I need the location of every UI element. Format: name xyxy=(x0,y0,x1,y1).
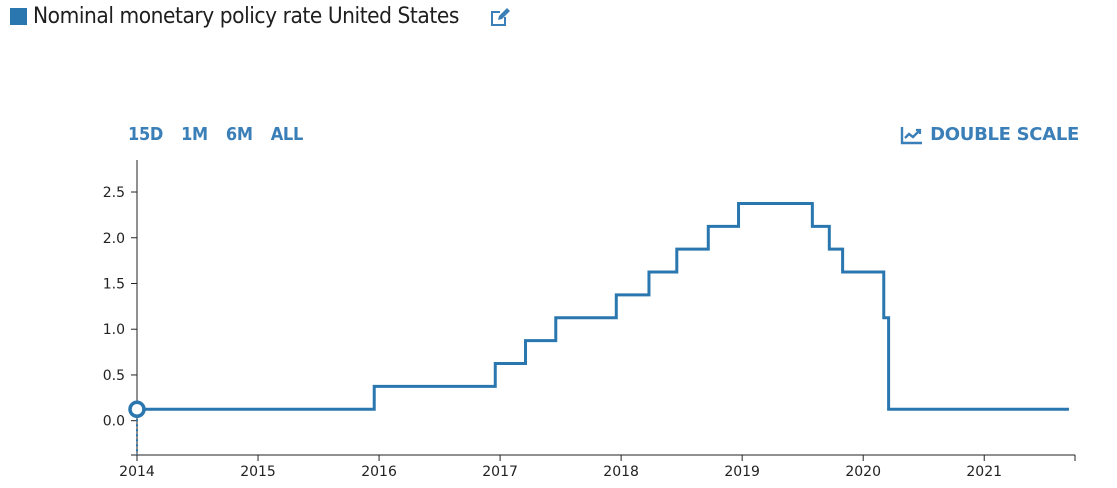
double-scale-button[interactable]: DOUBLE SCALE xyxy=(900,124,1079,145)
range-selector: 15D 1M 6M ALL xyxy=(128,124,303,145)
chart-title: Nominal monetary policy rate United Stat… xyxy=(33,4,459,29)
y-tick-label: 1.0 xyxy=(103,322,125,338)
x-tick-label: 2014 xyxy=(119,464,155,480)
chart-header: Nominal monetary policy rate United Stat… xyxy=(10,4,512,29)
double-scale-label: DOUBLE SCALE xyxy=(930,124,1079,145)
x-tick-label: 2015 xyxy=(240,464,276,480)
x-tick-label: 2017 xyxy=(482,464,518,480)
x-tick-label: 2020 xyxy=(845,464,881,480)
range-15d-button[interactable]: 15D xyxy=(128,124,164,145)
y-tick-label: 2.5 xyxy=(103,185,125,201)
data-point-marker[interactable] xyxy=(128,400,146,419)
x-axis: 2014 2015 2016 2017 2018 2019 2020 2021 xyxy=(119,454,1076,480)
range-1m-button[interactable]: 1M xyxy=(181,124,208,145)
range-all-button[interactable]: ALL xyxy=(270,124,304,145)
y-tick-label: 1.5 xyxy=(103,276,125,292)
series-layer xyxy=(128,201,1069,455)
y-tick-label: 2.0 xyxy=(103,231,125,247)
y-tick-label: 0.0 xyxy=(103,414,125,430)
edit-icon[interactable] xyxy=(488,5,512,29)
x-tick-label: 2016 xyxy=(361,464,397,480)
x-tick-label: 2018 xyxy=(603,464,639,480)
line-chart-icon xyxy=(900,126,923,144)
legend-swatch xyxy=(10,8,27,25)
x-tick-label: 2021 xyxy=(966,464,1002,480)
y-tick-label: 0.5 xyxy=(103,368,125,384)
y-axis: 0.0 0.5 1.0 1.5 2.0 2.5 xyxy=(103,160,138,455)
range-6m-button[interactable]: 6M xyxy=(225,124,253,145)
x-tick-label: 2019 xyxy=(724,464,760,480)
series-line xyxy=(137,201,1069,411)
